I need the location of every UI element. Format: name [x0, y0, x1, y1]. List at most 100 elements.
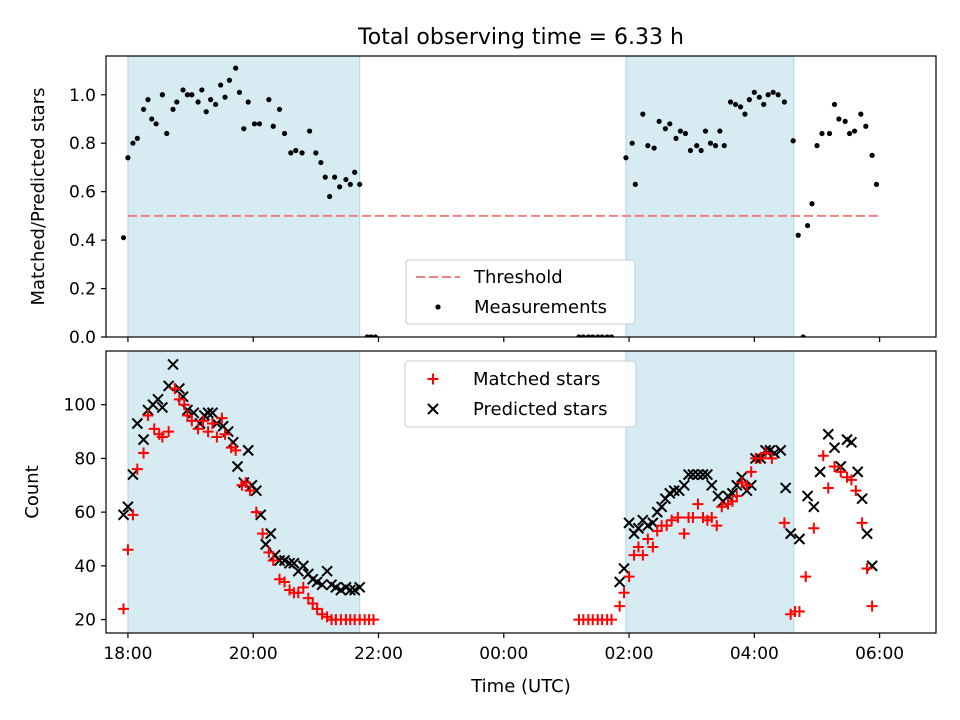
measurement-point: [337, 184, 343, 190]
measurement-point: [189, 92, 195, 98]
matched-star-point: [755, 452, 767, 464]
predicted-star-point: [250, 484, 263, 497]
predicted-star-point: [316, 578, 328, 591]
measurement-point: [826, 130, 833, 137]
predicted-star-point: [779, 482, 792, 494]
matched-star-point: [206, 418, 218, 430]
measurement-point: [721, 143, 727, 149]
legend-matched-swatch: [427, 373, 439, 385]
predicted-star-point: [828, 441, 841, 454]
predicted-star-point: [655, 501, 668, 513]
matched-star-point: [861, 563, 873, 575]
plot-area: [117, 351, 878, 633]
predicted-star-point: [697, 468, 709, 481]
matched-star-point: [711, 520, 723, 532]
measurement-point: [585, 334, 591, 337]
measurement-point: [727, 99, 734, 105]
measurement-point: [270, 123, 276, 129]
measurement-point: [245, 99, 251, 105]
measurement-point: [140, 106, 147, 112]
predicted-star-point: [242, 444, 254, 457]
matched-star-point: [778, 517, 790, 529]
measurement-point: [313, 150, 319, 156]
legend: Matched stars Predicted stars: [404, 360, 637, 428]
measurement-point: [576, 334, 582, 337]
measurement-point: [640, 111, 646, 117]
measurement-point: [751, 89, 757, 95]
measurement-point: [863, 123, 869, 129]
predicted-star-point: [678, 479, 690, 491]
predicted-star-point: [808, 501, 820, 513]
measurement-point: [164, 130, 170, 137]
matched-star-point: [745, 466, 757, 478]
predicted-star-point: [273, 554, 286, 567]
measurement-point: [608, 334, 615, 337]
y-tick-label: 0.0: [69, 328, 96, 348]
measurement-point: [851, 128, 858, 134]
predicted-star-point: [793, 533, 806, 545]
observing-window-band: [127, 56, 361, 337]
matched-star-point: [186, 415, 198, 427]
measurement-point: [159, 92, 165, 98]
legend-frame: [405, 259, 636, 325]
measurement-point: [306, 128, 313, 134]
measurement-point: [180, 87, 186, 93]
predicted-star-point: [682, 468, 695, 481]
measurement-point: [707, 140, 714, 146]
matched-star-point: [661, 520, 673, 532]
measurement-point: [251, 121, 258, 127]
matched-star-point: [706, 512, 718, 524]
measurement-point: [372, 334, 378, 337]
predicted-star-point: [156, 401, 169, 414]
measurement-point: [629, 140, 635, 146]
measurement-point: [677, 128, 684, 134]
matched-star-point: [279, 576, 291, 588]
measurement-point: [795, 232, 801, 238]
legend-measurements-label: Measurements: [474, 297, 607, 318]
y-tick-label: 20: [74, 611, 96, 631]
predicted-star-point: [265, 527, 277, 540]
matched-star-point: [822, 482, 834, 494]
matched-star-point: [142, 409, 154, 421]
measurement-point: [623, 155, 629, 161]
measurement-point: [717, 128, 723, 134]
legend: Threshold Measurements: [405, 259, 636, 325]
y-tick-label: 60: [74, 503, 96, 523]
matched-star-point: [647, 541, 659, 553]
measurement-point: [682, 130, 689, 137]
measurement-point: [256, 121, 263, 127]
measurement-point: [673, 135, 679, 141]
matched-star-point: [687, 512, 699, 524]
matched-star-point: [829, 460, 841, 472]
matched-star-point: [741, 479, 753, 491]
x-tick-label: 06:00: [855, 644, 904, 664]
ratio-panel: 0.0 0.2 0.4 0.6 0.8 1.0 Matched/Predicted star…: [28, 55, 937, 348]
measurement-point: [213, 101, 219, 108]
x-tick-label: 02:00: [605, 644, 654, 664]
measurement-point: [831, 101, 838, 108]
x-axis-label: Time (UTC): [470, 676, 571, 697]
measurement-point: [125, 155, 131, 161]
measurement-point: [203, 109, 209, 115]
matched-star-point: [692, 498, 704, 510]
measurement-point: [819, 130, 825, 137]
measurement-point: [368, 334, 374, 337]
matched-star-point: [257, 528, 269, 540]
measurement-point: [322, 174, 328, 180]
matched-star-point: [122, 544, 134, 556]
measurement-point: [208, 97, 214, 103]
measurement-point: [288, 150, 294, 156]
predicted-star-point: [167, 358, 179, 371]
matched-star-point: [297, 581, 309, 593]
predicted-star-point: [701, 468, 714, 481]
measurement-point: [293, 147, 299, 154]
measurement-point: [737, 104, 744, 110]
matched-star-point: [138, 447, 150, 459]
predicted-star-point: [288, 557, 300, 569]
matched-star-point: [808, 522, 820, 534]
measurement-point: [632, 181, 638, 187]
measurement-point: [702, 128, 709, 134]
x-tick-label: 00:00: [479, 644, 528, 664]
measurement-point: [761, 101, 767, 108]
